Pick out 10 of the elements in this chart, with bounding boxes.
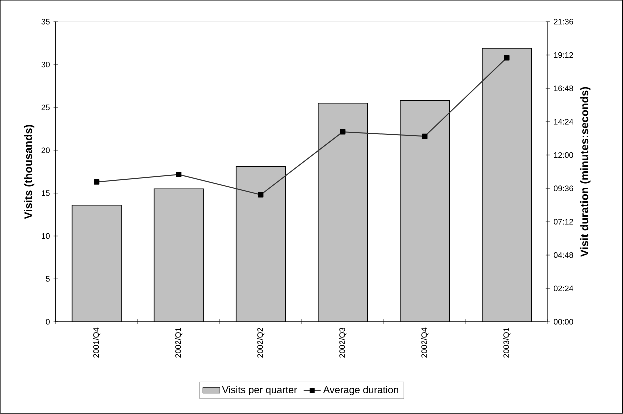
bar <box>400 100 450 322</box>
legend-label: Visits per quarter <box>222 386 298 396</box>
bar <box>72 205 122 322</box>
bar <box>318 103 368 322</box>
y-axis-title: Visits (thousands) <box>24 125 35 220</box>
bar <box>236 166 286 322</box>
bar <box>154 189 204 322</box>
legend-label: Average duration <box>323 386 398 396</box>
y2-axis-title: Visit duration (minutes:seconds) <box>580 87 591 258</box>
bar <box>482 48 532 322</box>
